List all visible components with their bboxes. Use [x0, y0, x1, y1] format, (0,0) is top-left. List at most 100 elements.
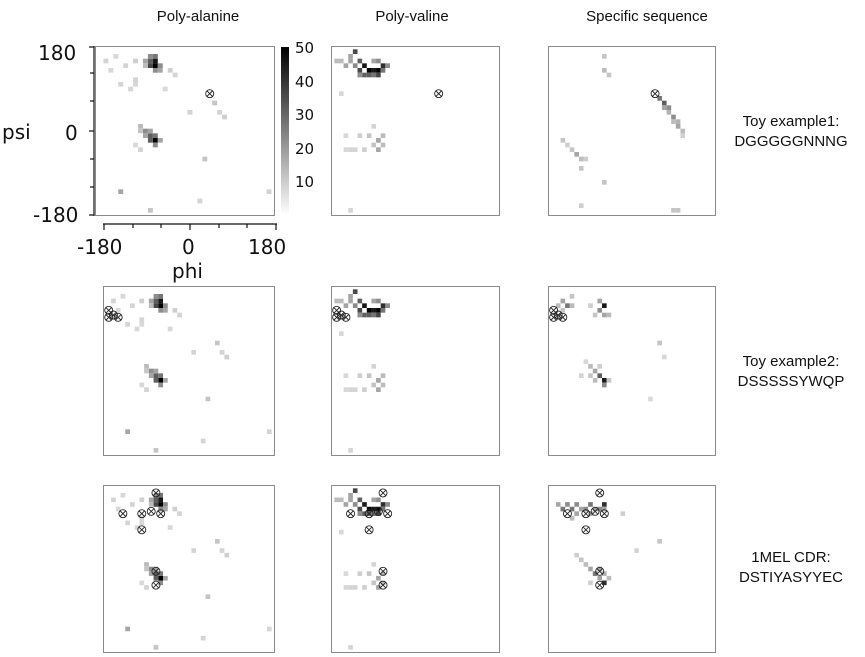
heatmap-cell — [177, 312, 182, 318]
colorbar — [281, 47, 289, 215]
heatmap-cell — [158, 382, 164, 388]
heatmap-cell — [366, 506, 372, 512]
heatmap-cell — [588, 566, 593, 572]
heatmap-cell — [380, 506, 386, 512]
heatmap-svg — [560, 54, 686, 213]
heatmap-cell — [148, 368, 154, 374]
heatmap-cell — [380, 133, 386, 138]
heatmap-cell — [142, 133, 148, 138]
heatmap-cell — [147, 54, 153, 59]
heatmap-cell — [139, 580, 145, 586]
heatmap-cell — [334, 58, 339, 64]
heatmap-cell — [147, 138, 153, 143]
heatmap-cell — [224, 552, 230, 558]
heatmap-cell — [555, 502, 561, 507]
heatmap-cell — [583, 506, 589, 512]
heatmap-cell — [634, 548, 639, 553]
heatmap-cell — [139, 317, 145, 322]
heatmap-cell — [338, 529, 344, 535]
heatmap-cell — [348, 645, 353, 650]
heatmap-cell — [371, 68, 377, 73]
heatmap-cell — [366, 312, 372, 318]
heatmap-cell — [376, 138, 381, 143]
heatmap-cell — [348, 208, 353, 213]
structure-marker — [113, 312, 123, 322]
heatmap-cell — [148, 298, 154, 304]
heatmap-cell — [371, 72, 377, 78]
heatmap-cell — [661, 105, 667, 110]
heatmap-cell — [142, 63, 148, 68]
heatmap-cell — [348, 585, 353, 590]
heatmap-cell — [133, 58, 139, 64]
heatmap-cell — [139, 298, 145, 304]
row-label-example1: Toy example1: DGGGGGNNNG — [716, 112, 865, 152]
y-tick-neg180: -180 — [33, 203, 79, 227]
structure-marker — [378, 488, 388, 498]
heatmap-cell — [118, 189, 124, 194]
heatmap-cell — [158, 378, 164, 383]
heatmap-cell — [357, 373, 363, 378]
heatmap-cell — [163, 502, 168, 507]
column-title-poly-valine: Poly-valine — [375, 8, 449, 25]
heatmap-cell — [134, 326, 140, 332]
heatmap-cell — [153, 294, 159, 299]
heatmap-cell — [380, 142, 386, 148]
heatmap-cell — [153, 492, 159, 498]
heatmap-cell — [606, 72, 612, 78]
structure-marker — [364, 509, 374, 519]
heatmap-panel-r2-c1 — [331, 485, 500, 653]
heatmap-cell — [348, 497, 353, 503]
heatmap-cell — [560, 308, 566, 313]
heatmap-cell — [148, 373, 154, 378]
heatmap-cell — [133, 142, 139, 148]
heatmap-cell — [602, 54, 607, 59]
heatmap-cell — [148, 303, 154, 308]
heatmap-cell — [592, 571, 598, 576]
heatmap-cell — [371, 506, 377, 512]
structure-marker — [650, 89, 660, 99]
heatmap-cell — [158, 506, 164, 512]
heatmap-cell — [144, 368, 149, 374]
heatmap-cell — [602, 180, 607, 185]
heatmap-cell — [224, 354, 230, 360]
structure-marker — [595, 580, 605, 590]
heatmap-cell — [352, 585, 358, 590]
heatmap-cell — [125, 429, 130, 434]
heatmap-cell — [357, 506, 363, 512]
heatmap-cell — [606, 378, 612, 383]
heatmap-cell — [152, 68, 158, 73]
heatmap-cell — [158, 502, 164, 507]
heatmap-cell — [588, 580, 593, 586]
heatmap-cell — [357, 511, 363, 516]
heatmap-cell — [583, 156, 589, 162]
heatmap-cell — [144, 585, 149, 590]
heatmap-cell — [120, 492, 126, 498]
heatmap-cell — [348, 294, 353, 299]
heatmap-cell — [371, 58, 377, 64]
heatmap-cell — [588, 303, 593, 308]
heatmap-cell — [597, 364, 603, 369]
heatmap-cell — [338, 91, 344, 96]
heatmap-cell — [167, 326, 173, 332]
heatmap-cell — [111, 497, 116, 503]
heatmap-cell — [362, 387, 367, 392]
heatmap-cell — [158, 580, 164, 586]
heatmap-cell — [569, 506, 575, 512]
heatmap-panel-r1-c1 — [331, 286, 500, 456]
heatmap-cell — [602, 312, 607, 318]
heatmap-cell — [115, 308, 121, 313]
heatmap-cell — [352, 488, 358, 493]
heatmap-cell — [348, 298, 353, 304]
heatmap-cell — [163, 575, 168, 581]
heatmap-cell — [588, 364, 593, 369]
heatmap-cell — [266, 429, 272, 434]
heatmap-cell — [671, 114, 676, 120]
structure-marker — [549, 312, 559, 322]
heatmap-cell — [376, 497, 381, 503]
heatmap-svg — [111, 488, 272, 650]
heatmap-cell — [371, 580, 377, 586]
heatmap-cell — [212, 100, 218, 106]
heatmap-cell — [597, 373, 603, 378]
heatmap-cell — [371, 382, 377, 388]
structure-marker — [146, 506, 156, 516]
